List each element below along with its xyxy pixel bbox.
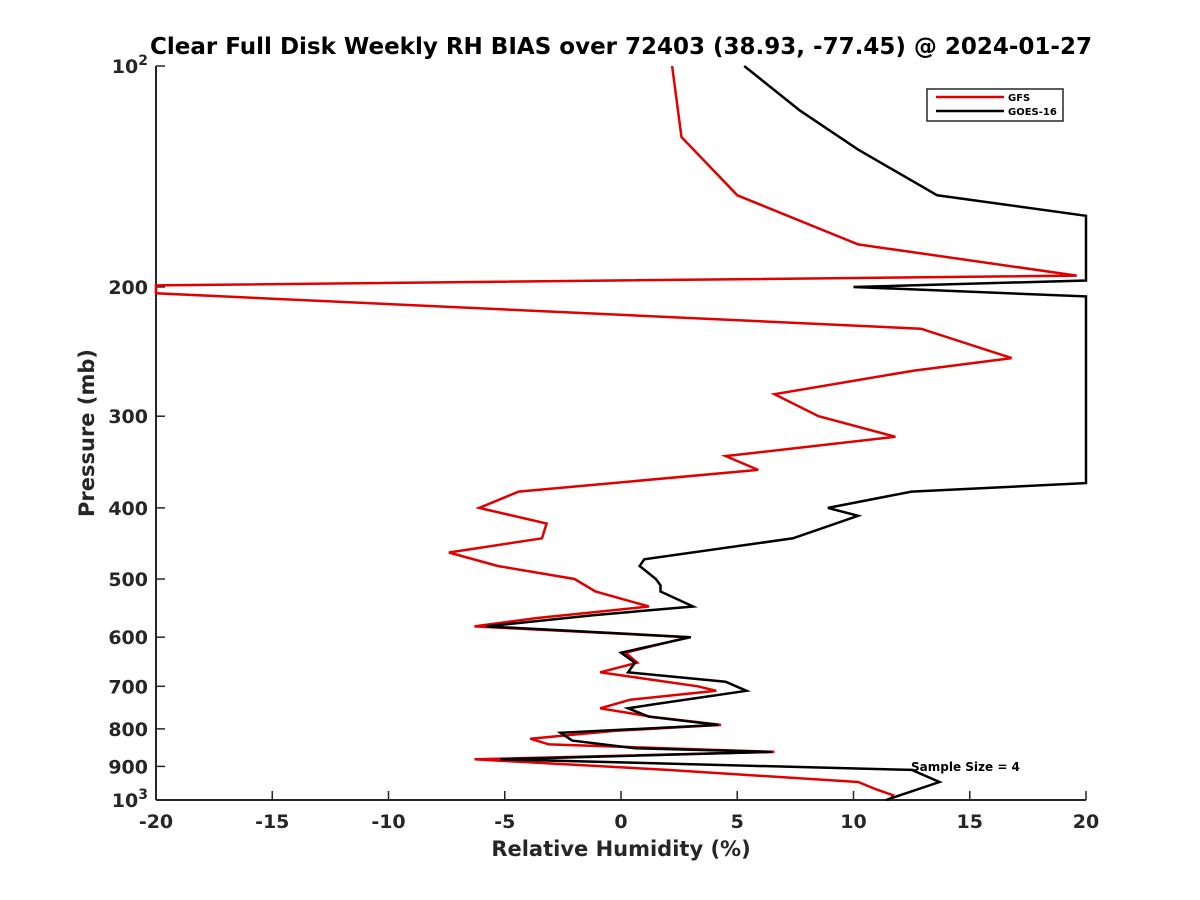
- y-axis-label: Pressure (mb): [75, 349, 99, 517]
- y-tick-label: 800: [108, 719, 148, 741]
- x-tick-label: 0: [614, 811, 627, 833]
- y-tick-label: 600: [108, 627, 148, 649]
- series-line-gfs: [154, 65, 1077, 801]
- x-tick-label: 5: [731, 811, 744, 833]
- chart-title: Clear Full Disk Weekly RH BIAS over 7240…: [150, 34, 1092, 60]
- x-tick-label: -15: [255, 811, 289, 833]
- x-tick-label: -10: [371, 811, 405, 833]
- sample-size-annotation: Sample Size = 4: [911, 760, 1020, 774]
- y-tick-label: 200: [108, 277, 148, 299]
- series-line-goes16: [485, 65, 1088, 802]
- y-tick-label: 900: [108, 756, 148, 778]
- y-tick-label: 103: [112, 787, 148, 812]
- legend-label-goes16: GOES-16: [1008, 107, 1057, 118]
- plot-area: [155, 66, 1086, 801]
- x-tick-label: 15: [957, 811, 983, 833]
- y-tick-label: 400: [108, 498, 148, 520]
- y-tick-label: 500: [108, 569, 148, 591]
- x-axis-label: Relative Humidity (%): [491, 837, 750, 861]
- y-tick-label: 700: [108, 676, 148, 698]
- y-ticks: 102 200 300 400 500 600 700 800 900 103: [108, 53, 165, 812]
- x-tick-label: -5: [494, 811, 515, 833]
- x-ticks: -20 -15 -10 -5 0 5 10 15 20: [139, 791, 1099, 833]
- legend-label-gfs: GFS: [1008, 93, 1030, 104]
- y-tick-label: 102: [112, 53, 148, 78]
- series-lines: [154, 65, 1088, 802]
- legend: GFS GOES-16: [926, 88, 1064, 122]
- x-tick-label: 20: [1073, 811, 1099, 833]
- legend-box: [926, 88, 1064, 122]
- x-tick-label: 10: [840, 811, 866, 833]
- x-tick-label: -20: [139, 811, 173, 833]
- y-tick-label: 300: [108, 406, 148, 428]
